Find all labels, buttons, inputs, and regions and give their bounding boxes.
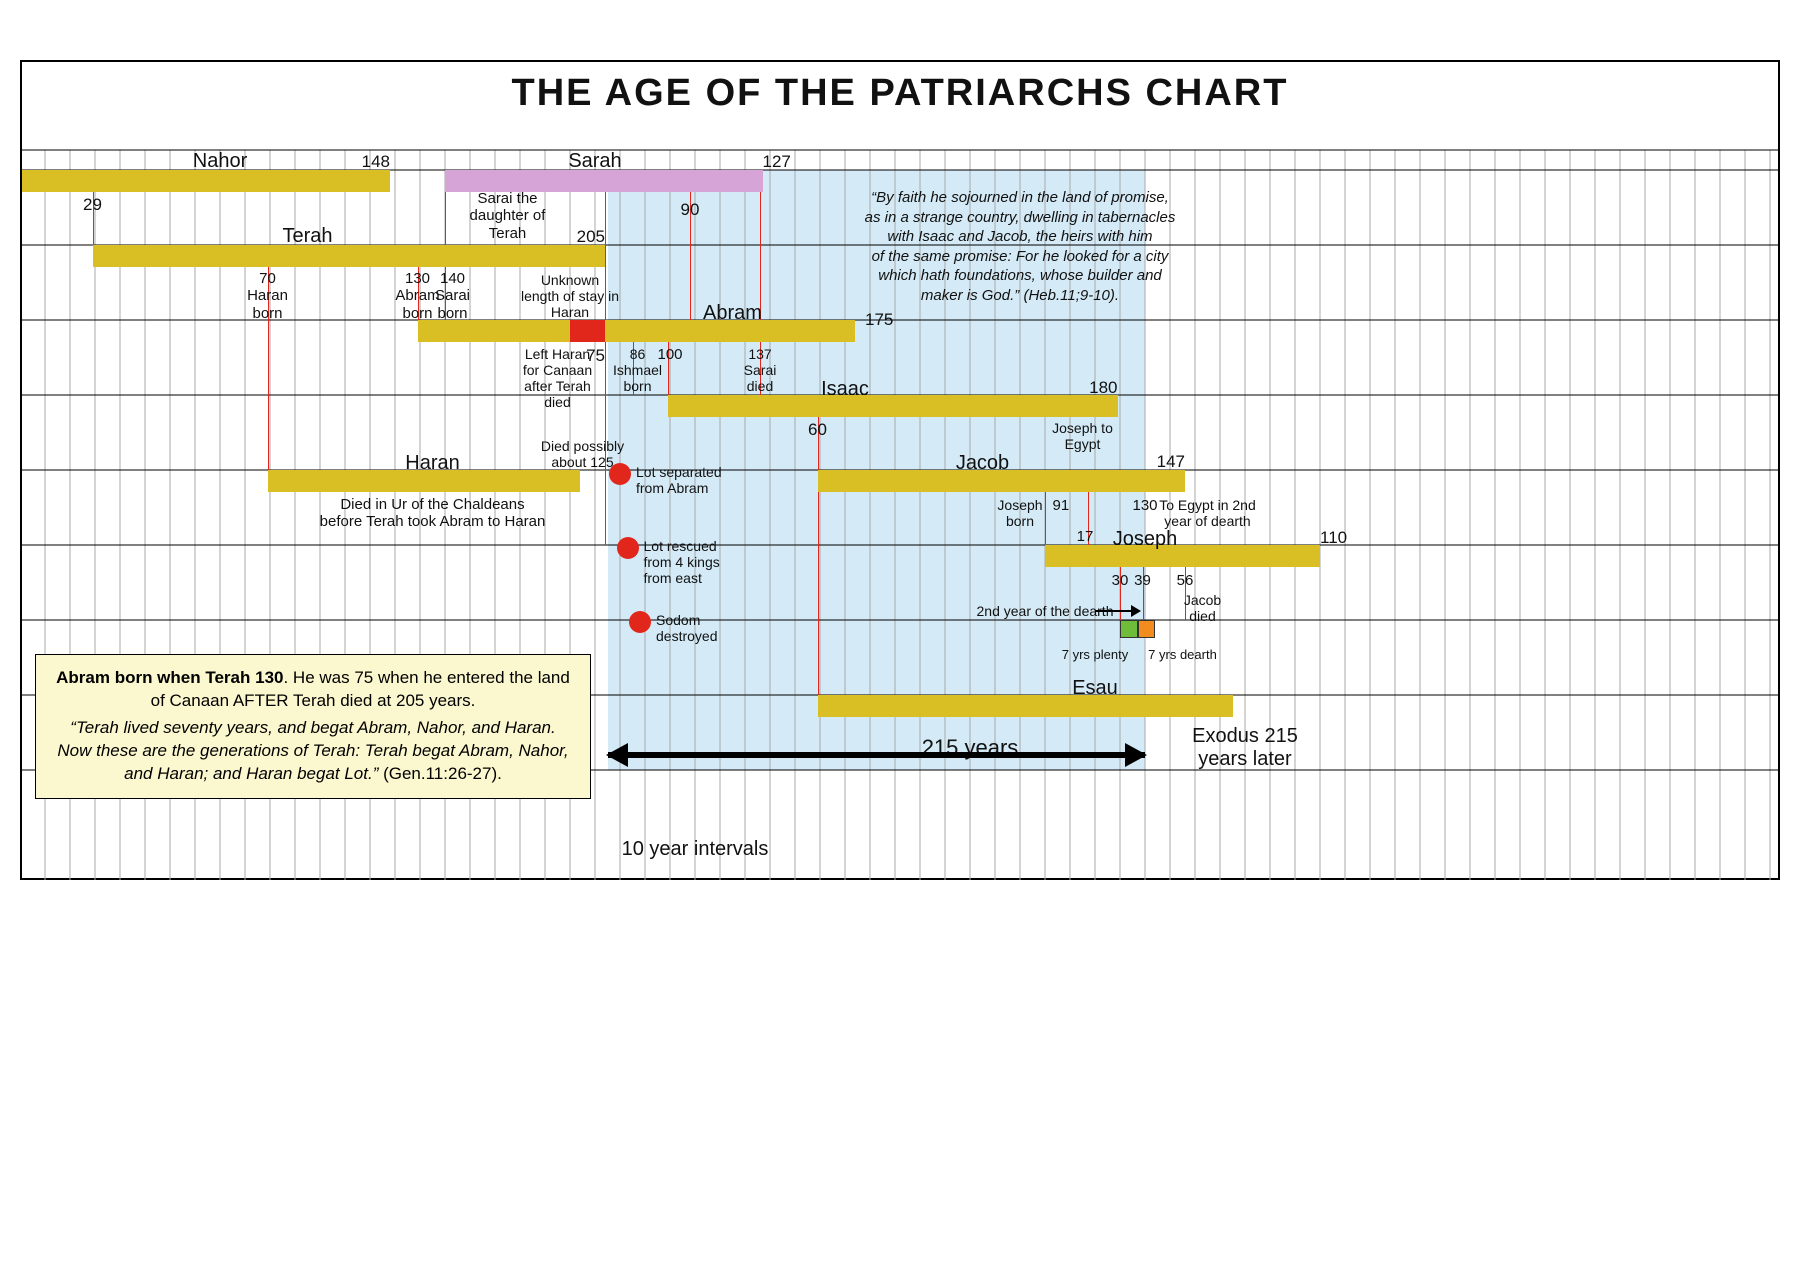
note-line-1: Abram born when Terah 130. He was 75 whe…: [54, 667, 572, 713]
chart-label: 30: [1112, 572, 1129, 589]
plenty-bar: [1120, 620, 1138, 638]
joseph-bar: [1045, 545, 1320, 567]
event-dot: [629, 611, 651, 633]
event-dot-label: Sodomdestroyed: [656, 612, 717, 644]
chart-label: Died possiblyabout 125: [541, 438, 624, 470]
chart-label: Esau: [1072, 677, 1118, 700]
chart-label: Left Haranfor Canaanafter Terahdied: [523, 346, 592, 410]
chart-label: 17: [1077, 528, 1094, 545]
small-arrow-head: [1131, 605, 1141, 617]
chart-label: Isaac: [821, 378, 869, 401]
chart-label: 29: [83, 195, 102, 215]
small-arrow: [1095, 610, 1133, 612]
chart-label: 175: [865, 310, 893, 330]
chart-label: 75: [586, 346, 605, 366]
chart-label: Unknownlength of stay inHaran: [521, 272, 619, 320]
chart-label: 39: [1134, 572, 1151, 589]
chart-label: Nahor: [193, 150, 247, 173]
event-dot-label: Lot separatedfrom Abram: [636, 464, 722, 496]
sarah-bar: [445, 170, 763, 192]
chart-label: 56: [1177, 572, 1194, 589]
chart-label: 86Ishmaelborn: [613, 346, 662, 394]
scripture-quote: “By faith he sojourned in the land of pr…: [810, 188, 1230, 305]
chart-label: 7 yrs dearth: [1148, 648, 1217, 663]
chart-label: Terah: [282, 225, 332, 248]
chart-label: Joseph: [1113, 528, 1178, 551]
chart-label: 60: [808, 420, 827, 440]
page: THE AGE OF THE PATRIARCHS CHART Lot separ…: [0, 0, 1800, 1281]
chart-label: 110: [1320, 528, 1347, 548]
event-line: [690, 170, 691, 320]
chart-label: Haran: [405, 452, 459, 475]
event-dot-label: Lot rescuedfrom 4 kingsfrom east: [644, 538, 720, 586]
chart-label: 90: [681, 200, 700, 220]
chart-label: 140Saraiborn: [435, 270, 470, 322]
arrow-head-right: [1125, 743, 1147, 767]
chart-label: 91: [1053, 497, 1070, 514]
dearth-bar: [1138, 620, 1156, 638]
chart-label: 7 yrs plenty: [1062, 648, 1128, 663]
arrow-head-left: [606, 743, 628, 767]
chart-label: 130: [1132, 497, 1157, 514]
esau-bar: [818, 695, 1233, 717]
chart-label: Exodus 215years later: [1192, 725, 1298, 771]
chart-label: Died in Ur of the Chaldeansbefore Terah …: [320, 496, 546, 531]
event-line: [818, 395, 819, 695]
chart-label: 180: [1089, 378, 1117, 398]
chart-label: Jacob: [956, 452, 1009, 475]
chart-label: 100: [657, 346, 682, 363]
chart-label: 137Saraidied: [744, 346, 777, 394]
chart-label: 2nd year of the dearth: [977, 603, 1114, 619]
terah-bar: [93, 245, 606, 267]
footnote-box: Abram born when Terah 130. He was 75 whe…: [35, 654, 591, 799]
chart-label: 205: [577, 227, 605, 247]
chart-label: 70Haranborn: [247, 270, 288, 322]
duration-arrow: [608, 752, 1146, 758]
chart-label: Josephborn: [997, 497, 1042, 529]
chart-title: THE AGE OF THE PATRIARCHS CHART: [0, 72, 1800, 115]
chart-label: Joseph toEgypt: [1052, 420, 1113, 452]
x-axis-label: 10 year intervals: [622, 838, 769, 861]
chart-label: 127: [763, 152, 791, 172]
haran-stay-marker: [570, 320, 605, 342]
chart-label: To Egypt in 2ndyear of dearth: [1159, 497, 1256, 529]
note-line-2: “Terah lived seventy years, and begat Ab…: [54, 717, 572, 786]
chart-label: 130Abramborn: [395, 270, 439, 322]
chart-label: Sarah: [568, 150, 621, 173]
chart-label: 148: [362, 152, 390, 172]
chart-label: Sarai thedaughter ofTerah: [470, 190, 546, 242]
event-line: [605, 170, 606, 545]
chart-label: Jacobdied: [1184, 592, 1221, 624]
chart-label: 147: [1157, 452, 1185, 472]
chart-label: Abram: [703, 302, 762, 325]
abram-bar: [418, 320, 856, 342]
event-dot: [617, 537, 639, 559]
isaac-bar: [668, 395, 1118, 417]
nahor-bar: [22, 170, 390, 192]
